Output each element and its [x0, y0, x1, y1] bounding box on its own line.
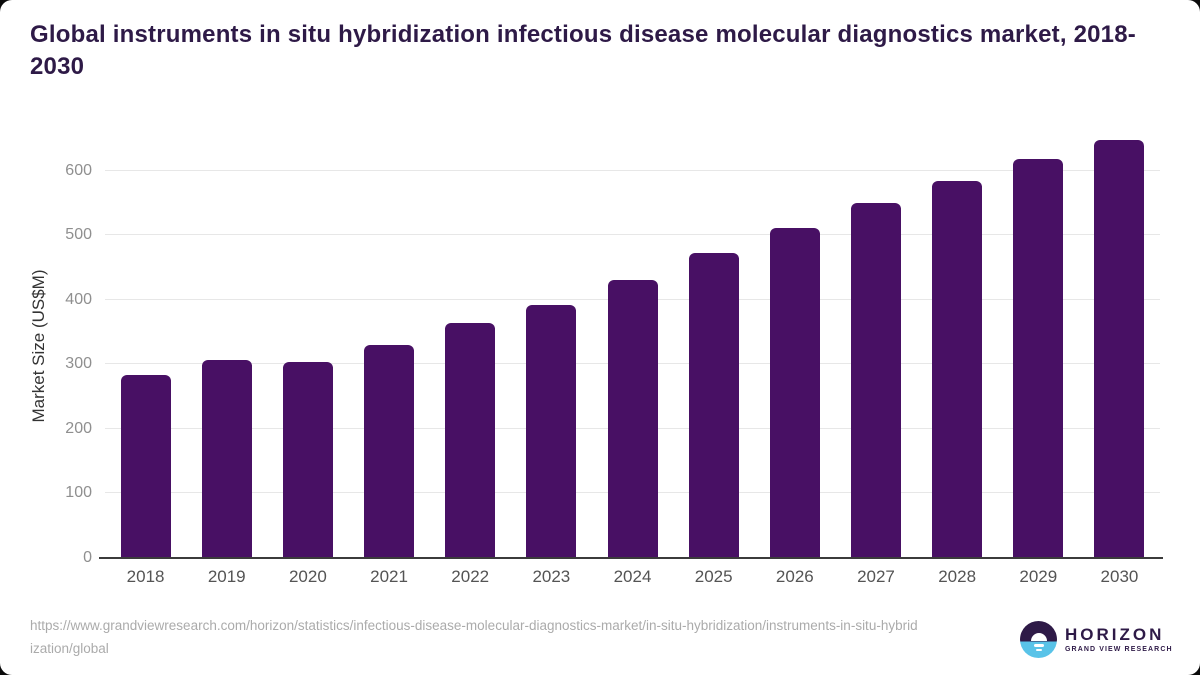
bar-2020	[282, 361, 333, 558]
x-tick-label-2026: 2026	[775, 567, 814, 586]
plot-area: 0 100 200 300 400 500 600	[65, 135, 1163, 566]
bar-slot-2027	[835, 135, 916, 558]
logo-title: HORIZON	[1065, 625, 1165, 644]
gridline-500	[105, 234, 1160, 236]
bar-2029	[1013, 158, 1064, 558]
source-url: https://www.grandviewresearch.com/horizo…	[30, 618, 918, 656]
sun-shape	[1030, 633, 1047, 641]
bar-slot-2025	[673, 135, 754, 558]
y-axis-title: Market Size (US$M)	[29, 269, 48, 423]
x-tick-label-2020: 2020	[288, 567, 327, 586]
bar-slot-2020	[267, 135, 348, 558]
bar-2028	[932, 180, 983, 558]
bar-2018	[120, 375, 171, 558]
bar-slot-2024	[592, 135, 673, 558]
bar-2023	[526, 304, 577, 558]
x-axis-line	[99, 557, 1163, 559]
x-tick-label-2023: 2023	[532, 567, 571, 586]
y-tick-label-500: 500	[65, 226, 92, 244]
x-tick-label-2022: 2022	[451, 567, 490, 586]
x-tick-label-2018: 2018	[126, 567, 165, 586]
bar-slot-2028	[917, 135, 998, 558]
logo-subtitle: GRAND VIEW RESEARCH	[1065, 646, 1173, 653]
bar-slot-2019	[186, 135, 267, 558]
sun-reflection-line	[1033, 644, 1044, 647]
x-tick-label-2027: 2027	[857, 567, 895, 586]
bar-slot-2023	[511, 135, 592, 558]
bar-slot-2021	[348, 135, 429, 558]
x-tick-label-2021: 2021	[370, 567, 408, 586]
bar-slot-2018	[105, 135, 186, 558]
bar-2027	[850, 203, 901, 558]
y-tick-label-600: 600	[65, 161, 92, 179]
x-axis-labels: 2018 2019 2020 2021 2022 2023 2024 2025 2026 2027…	[105, 567, 1160, 587]
bar-slot-2026	[754, 135, 835, 558]
horizon-logo: HORIZON GRAND VIEW RESEARCH	[1020, 621, 1173, 658]
sun-reflection-line	[1035, 648, 1042, 651]
x-tick-label-2029: 2029	[1019, 567, 1058, 586]
y-tick-label-300: 300	[65, 355, 92, 373]
bar-2026	[769, 228, 820, 558]
x-tick-label-2028: 2028	[938, 567, 977, 586]
bar-slot-2029	[998, 135, 1079, 558]
bar-series	[105, 135, 1160, 558]
bar-2019	[201, 359, 252, 558]
bar-2025	[688, 253, 739, 558]
bar-slot-2030	[1079, 135, 1160, 558]
x-tick-label-2030: 2030	[1100, 567, 1139, 586]
gridline-600	[105, 169, 1160, 171]
x-tick-label-2024: 2024	[613, 567, 652, 586]
bar-2022	[445, 322, 496, 558]
chart-title: Global instruments in situ hybridization…	[30, 21, 1136, 80]
y-tick-label-200: 200	[65, 419, 92, 437]
bar-2024	[607, 280, 658, 558]
logo-text: HORIZON GRAND VIEW RESEARCH	[1065, 625, 1173, 654]
bar-2021	[364, 344, 415, 558]
y-tick-label-0: 0	[83, 549, 92, 566]
x-tick-label-2025: 2025	[694, 567, 733, 586]
y-tick-label-400: 400	[65, 290, 92, 308]
bar-slot-2022	[430, 135, 511, 558]
y-tick-label-100: 100	[65, 484, 92, 502]
horizon-sun-icon	[1020, 621, 1057, 658]
bar-2030	[1094, 139, 1145, 558]
x-tick-label-2019: 2019	[207, 567, 246, 586]
